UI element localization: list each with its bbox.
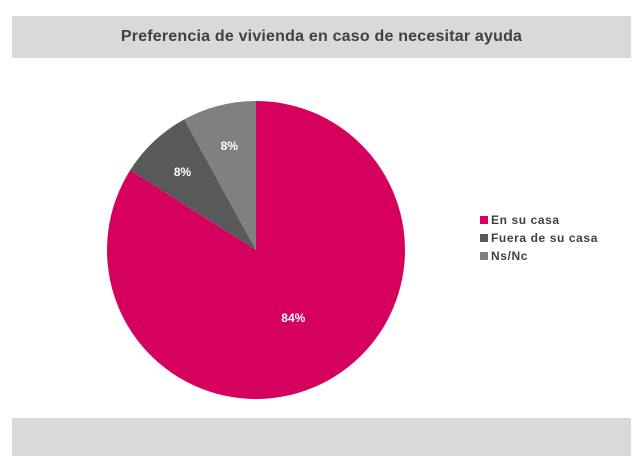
legend-label: Fuera de su casa [491,231,598,245]
legend-item-ns-nc: Ns/Nc [480,247,598,265]
legend-swatch [480,234,488,242]
chart-title: Preferencia de vivienda en caso de neces… [120,28,523,45]
chart-title-bar: Preferencia de vivienda en caso de neces… [12,16,631,58]
slice-ns-nc [184,101,256,250]
legend-item-fuera-de-su-casa: Fuera de su casa [480,229,598,247]
legend-swatch [480,216,488,224]
slice-en-su-casa [107,101,405,399]
slice-data-label: 84% [281,311,305,325]
legend-swatch [480,252,488,260]
slice-data-label: 8% [221,139,239,153]
legend-label: Ns/Nc [491,249,529,263]
slice-fuera-de-su-casa [130,119,256,251]
slice-data-label: 8% [174,165,192,179]
chart-legend: En su casa Fuera de su casa Ns/Nc [480,211,598,265]
legend-item-en-su-casa: En su casa [480,211,598,229]
footer-bar [12,418,631,456]
legend-label: En su casa [491,213,560,227]
